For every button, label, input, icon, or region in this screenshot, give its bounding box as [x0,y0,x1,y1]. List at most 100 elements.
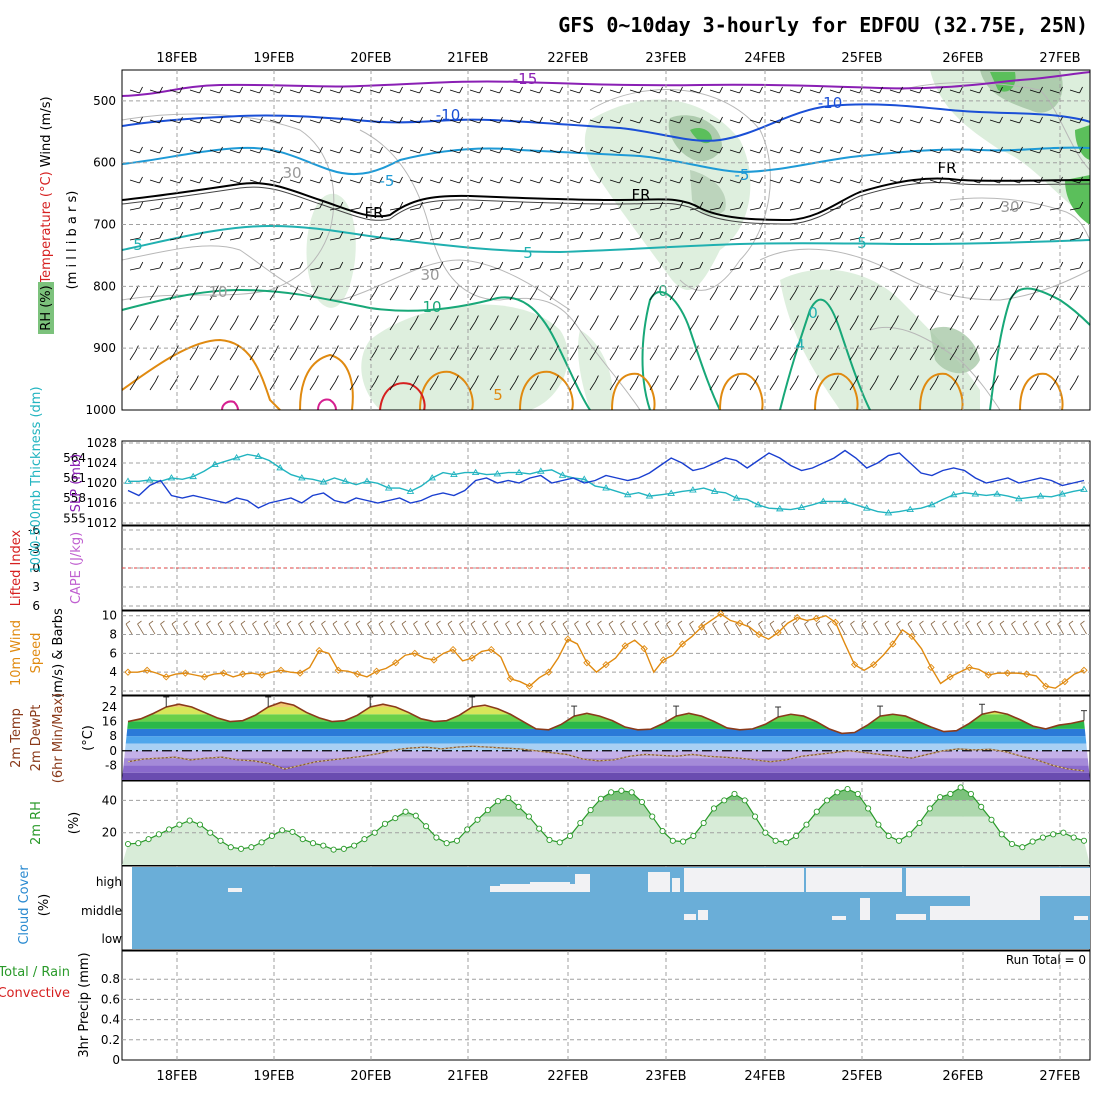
wind-barb-flag [915,315,919,322]
thickness-point [384,484,393,491]
wind-barb [829,321,836,331]
wind-barb [149,89,160,94]
wind-barb-flag [975,315,979,322]
wind-barb-flag [895,375,899,382]
wind-barb-flag [939,261,944,269]
wind-barb-flag [139,176,143,184]
wind-barb [969,179,980,184]
wind-barb [149,179,160,184]
rh-point [309,840,317,847]
wind-barb [1029,267,1040,271]
wind-barb-flag [239,201,244,209]
thickness-point [363,477,371,484]
wind-barb-flag [159,176,163,184]
contour-label: 5 [523,244,533,262]
wind-barb-flag [139,261,144,269]
wind-barb [469,291,476,301]
wind-barb [929,179,940,184]
wind-barb-flag [659,231,664,239]
panel-frame [121,69,1091,411]
precip-tick-label: 0.4 [101,1013,120,1027]
surface-wind-barb-flag [896,620,901,625]
wind-barb-flag [1079,86,1083,94]
wind-barb [169,321,176,331]
wind-barb [649,321,656,331]
wind-barb [229,267,240,271]
wind-barb [729,149,740,154]
rh-point [813,808,820,815]
wind-barb-flag [739,231,744,239]
wind-barb-flag [319,231,324,239]
rh-tick-label: 40 [102,793,117,807]
surface-wind-barb-flag [286,620,292,625]
wind-barb-flag [895,345,899,352]
surface-wind-barb [355,623,363,635]
contour-label: -5 [735,166,750,184]
thickness-line [128,453,1085,514]
wind-barb [629,267,640,271]
wind-speed-point [908,632,916,641]
rh-point [423,823,430,830]
wind-barb [269,179,280,184]
wind-barb-flag [259,231,264,239]
cloud-clear-region [770,884,794,892]
wind-barb-flag [219,176,223,184]
wind-barb [289,237,300,241]
wind-barb [1049,149,1060,154]
wind-barb-flag [579,201,584,209]
surface-wind-barb-flag [781,620,786,625]
wind-barb-flag [479,201,484,209]
wind-barb [1049,119,1060,124]
surface-wind-barb-flag [378,620,384,625]
wind-barb [669,119,680,124]
wind-barb-flag [219,146,223,154]
wind-barb [229,149,240,154]
rh-point [649,813,656,820]
wind-barb [129,381,136,391]
wind-barb-flag [539,231,544,239]
wind-barb-flag [659,176,663,184]
wind-barb-flag [279,146,283,154]
wind-barb [449,179,460,184]
rh-band [122,816,1090,865]
wind-barb-flag [419,176,423,184]
wind-barb [969,237,980,241]
wind-barb [849,381,856,391]
rh-point [731,790,738,797]
wind-barb [629,321,636,331]
wind-barb-flag [739,201,744,209]
wind-barb-flag [959,201,964,209]
wind-axis-label-3-part: (m/s) & Barbs [51,608,66,698]
wind-barb-flag [395,315,399,322]
thickness-point [710,487,719,494]
thickness-point [167,474,176,481]
rh-point [186,817,193,824]
wind-barb [669,321,676,331]
wind-barb [809,149,820,154]
wind-barb-flag [519,116,523,124]
surface-wind-barb-flag [804,620,809,625]
wind-barb [749,267,760,271]
rh-point [453,837,460,844]
wind-barb-flag [979,176,983,184]
wind-barb-flag [539,261,544,269]
wind-barb-flag [319,146,323,154]
surface-wind-barb [424,623,432,635]
wind-barb [749,119,760,124]
cloud-clear-region [970,894,1040,920]
wind-barb [269,237,280,241]
wind-barb-flag [179,176,183,184]
wind-barb-flag [479,176,483,184]
wind-barb-flag [399,261,404,269]
wind-barb [829,119,840,124]
wind-barb-flag [419,86,423,94]
wind-barb-flag [759,201,764,209]
wind-barb-flag [475,315,479,322]
rh-point [834,789,841,796]
wind-barb [169,237,180,241]
wind-barb [829,267,840,271]
wind-speed-point [353,670,362,678]
wind-barb [209,351,216,361]
wind-barb [349,89,360,94]
wind-speed-line [128,612,1085,689]
